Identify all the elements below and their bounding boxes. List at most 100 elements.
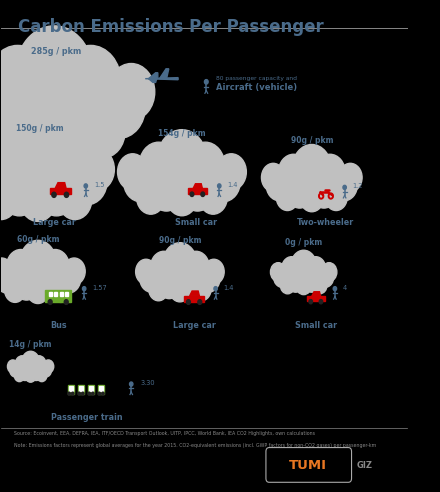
Circle shape <box>64 192 69 197</box>
Circle shape <box>78 392 81 395</box>
Circle shape <box>0 45 48 119</box>
Circle shape <box>41 249 70 284</box>
Polygon shape <box>89 386 93 391</box>
Polygon shape <box>88 385 95 394</box>
Text: 4: 4 <box>343 284 347 291</box>
Circle shape <box>163 243 197 283</box>
Circle shape <box>291 250 316 281</box>
Circle shape <box>321 263 337 281</box>
Circle shape <box>37 168 77 216</box>
Circle shape <box>303 271 320 292</box>
Circle shape <box>52 90 105 153</box>
Circle shape <box>150 170 183 211</box>
Circle shape <box>4 90 56 153</box>
Circle shape <box>306 257 326 281</box>
Circle shape <box>207 161 240 202</box>
Circle shape <box>0 75 15 138</box>
Circle shape <box>81 104 125 158</box>
Circle shape <box>217 184 221 188</box>
Circle shape <box>68 392 70 395</box>
Polygon shape <box>55 183 66 188</box>
Circle shape <box>136 259 156 284</box>
Circle shape <box>187 300 191 305</box>
Text: Aircraft (vehicle): Aircraft (vehicle) <box>216 83 297 92</box>
Polygon shape <box>79 386 83 391</box>
Text: 154g / pkm: 154g / pkm <box>158 129 206 138</box>
Text: Source: Ecoinvent, EEA, DEFRA, IEA, ITF/OECD Transport Outlook, UITP, IPCC, Worl: Source: Ecoinvent, EEA, DEFRA, IEA, ITF/… <box>14 431 315 436</box>
Circle shape <box>108 63 155 120</box>
Circle shape <box>0 104 28 158</box>
Text: Passenger train: Passenger train <box>51 413 122 422</box>
Circle shape <box>287 271 304 292</box>
Circle shape <box>166 178 198 216</box>
Circle shape <box>276 184 299 211</box>
Circle shape <box>198 300 202 305</box>
Circle shape <box>124 161 157 202</box>
Text: 0g / pkm: 0g / pkm <box>285 239 322 247</box>
Circle shape <box>293 145 331 191</box>
Polygon shape <box>59 292 63 296</box>
Polygon shape <box>98 385 104 394</box>
Circle shape <box>7 360 18 373</box>
Circle shape <box>140 264 163 292</box>
Circle shape <box>279 154 309 191</box>
Polygon shape <box>184 296 204 302</box>
Circle shape <box>190 192 194 196</box>
Polygon shape <box>190 291 199 296</box>
Text: 285g / pkm: 285g / pkm <box>31 47 81 56</box>
Polygon shape <box>45 289 71 302</box>
Circle shape <box>282 257 302 281</box>
Text: Small car: Small car <box>175 218 217 227</box>
Polygon shape <box>77 385 84 394</box>
Circle shape <box>37 270 62 300</box>
Circle shape <box>98 392 100 395</box>
Polygon shape <box>145 78 178 80</box>
Circle shape <box>26 276 49 304</box>
Text: Two-wheeler: Two-wheeler <box>297 218 355 227</box>
Circle shape <box>32 356 46 372</box>
Text: 150g / pkm: 150g / pkm <box>16 124 64 133</box>
Circle shape <box>214 287 217 291</box>
Circle shape <box>10 363 22 377</box>
Circle shape <box>286 176 313 208</box>
Polygon shape <box>307 296 325 302</box>
Circle shape <box>93 75 146 138</box>
Circle shape <box>14 270 39 300</box>
Circle shape <box>7 249 35 284</box>
Circle shape <box>157 130 207 189</box>
Circle shape <box>25 369 36 382</box>
Circle shape <box>312 276 327 294</box>
Circle shape <box>58 179 92 219</box>
Text: Note: Emissions factors represent global averages for the year 2015. CO2-equival: Note: Emissions factors represent global… <box>14 443 376 448</box>
Circle shape <box>129 382 133 386</box>
Circle shape <box>72 392 74 395</box>
Circle shape <box>0 134 33 190</box>
Circle shape <box>197 264 220 292</box>
Circle shape <box>88 392 91 395</box>
Circle shape <box>9 119 67 190</box>
Circle shape <box>19 177 56 221</box>
Circle shape <box>60 45 121 119</box>
Circle shape <box>0 258 13 285</box>
Circle shape <box>316 266 334 287</box>
Circle shape <box>48 300 52 305</box>
Circle shape <box>199 180 227 214</box>
Circle shape <box>79 148 114 191</box>
Circle shape <box>15 26 93 119</box>
Text: 1.4: 1.4 <box>224 284 234 291</box>
Polygon shape <box>54 292 57 296</box>
Text: 80 passenger capacity and: 80 passenger capacity and <box>216 76 297 81</box>
Text: Large car: Large car <box>33 218 76 227</box>
Circle shape <box>50 277 71 303</box>
Text: 1.5: 1.5 <box>94 182 104 188</box>
Circle shape <box>4 277 26 303</box>
Circle shape <box>203 259 224 284</box>
Text: 14g / pkm: 14g / pkm <box>9 340 52 349</box>
Circle shape <box>331 169 357 201</box>
Circle shape <box>343 185 346 189</box>
Polygon shape <box>159 69 169 79</box>
Circle shape <box>139 142 178 189</box>
Circle shape <box>43 134 89 190</box>
Circle shape <box>315 154 345 191</box>
Circle shape <box>67 156 107 205</box>
